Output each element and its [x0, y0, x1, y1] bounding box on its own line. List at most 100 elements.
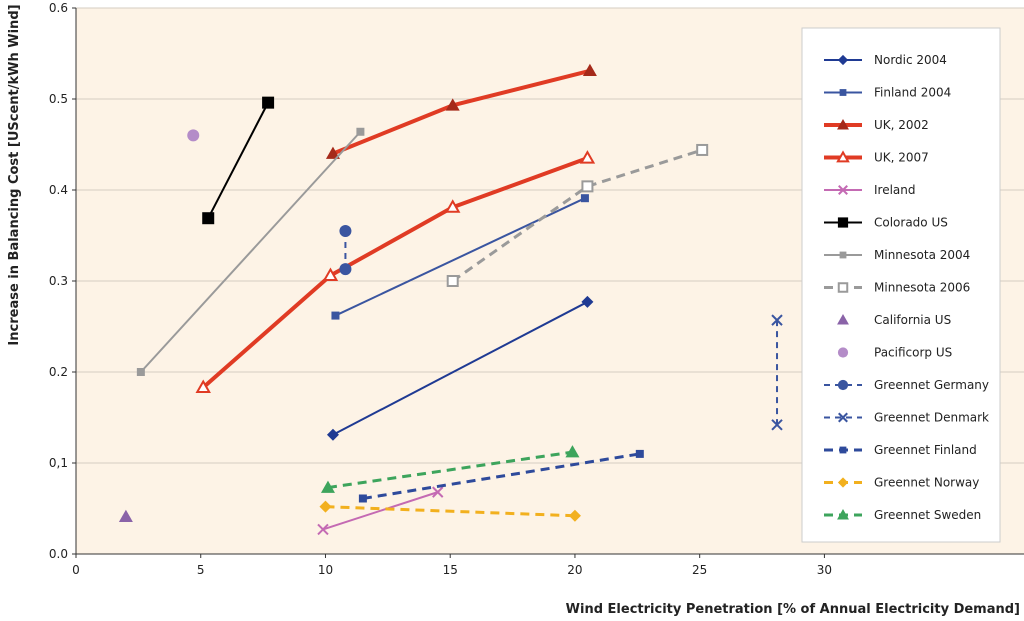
data-point-nordic-2004-1 — [581, 295, 594, 308]
legend-label-colorado-us: Colorado US — [874, 216, 948, 230]
legend-entry-finland-2004: Finland 2004 — [824, 86, 951, 100]
data-point-uk-2007-0 — [195, 379, 211, 393]
data-point-uk-2007-2 — [444, 199, 461, 213]
series-uk-2002 — [325, 63, 597, 159]
legend-marker-greennet-denmark-stroke-b — [838, 412, 848, 423]
series-greennet-sweden — [320, 445, 580, 493]
data-point-minnesota-2006-2 — [696, 143, 709, 156]
x-tick-label-1: 5 — [197, 563, 205, 577]
x-tick-label-5: 25 — [692, 563, 707, 577]
series-colorado-us — [202, 96, 275, 225]
data-point-minnesota-2004-0 — [136, 368, 145, 376]
legend-box — [801, 27, 1001, 543]
data-point-greennet-denmark-0 — [771, 314, 783, 326]
data-point-greennet-finland-1 — [635, 449, 644, 458]
series-line-greennet-norway — [325, 505, 576, 518]
data-point-california-us-0 — [118, 509, 133, 522]
legend-label-greennet-germany: Greennet Germany — [874, 378, 989, 392]
y-tick-label-5: 0.5 — [49, 92, 68, 106]
legend-label-california-us: California US — [874, 313, 951, 327]
data-point-ireland-0-stroke-b — [317, 523, 329, 536]
legend-marker-greennet-norway — [837, 477, 849, 488]
data-point-ireland-1 — [432, 486, 444, 498]
legend-label-finland-2004: Finland 2004 — [874, 86, 951, 100]
legend-entry-greennet-germany: Greennet Germany — [824, 378, 989, 392]
x-tick-label-0: 0 — [72, 563, 80, 577]
series-line-nordic-2004 — [332, 301, 588, 436]
series-ireland — [317, 486, 444, 536]
series-line-minnesota-2006 — [451, 148, 703, 283]
data-point-greennet-germany-0 — [339, 224, 352, 237]
data-point-colorado-us-0 — [202, 212, 215, 225]
data-point-finland-2004-1 — [580, 194, 589, 203]
x-tick-label-3: 15 — [443, 563, 458, 577]
legend-label-uk-2002: UK, 2002 — [874, 118, 929, 132]
legend-label-uk-2007: UK, 2007 — [874, 151, 929, 165]
legend-marker-colorado-us — [837, 217, 849, 228]
legend-entry-greennet-sweden: Greennet Sweden — [824, 508, 981, 522]
legend-entry-uk-2002: UK, 2002 — [824, 118, 929, 132]
y-tick-label-1: 0,1 — [49, 456, 68, 470]
legend-label-greennet-denmark: Greennet Denmark — [874, 411, 989, 425]
y-tick-label-3: 0.3 — [49, 274, 68, 288]
data-point-greennet-sweden-1 — [565, 445, 580, 458]
data-point-greennet-sweden-0 — [320, 480, 335, 493]
data-point-uk-2007-3 — [579, 150, 596, 164]
data-point-uk-2002-2 — [582, 63, 597, 77]
data-point-uk-2002-0 — [325, 146, 340, 159]
legend-entry-ireland: Ireland — [824, 183, 916, 197]
legend-marker-finland-2004 — [839, 89, 847, 96]
grid-lines — [76, 7, 1024, 464]
legend-label-nordic-2004: Nordic 2004 — [874, 53, 947, 67]
legend-marker-ireland-stroke-b — [838, 185, 848, 195]
legend: Nordic 2004 Finland 2004 UK, 2002 UK, 2007 I… — [801, 27, 1001, 543]
legend-marker-uk-2002 — [837, 119, 849, 130]
data-point-minnesota-2004-1 — [356, 127, 365, 136]
legend-marker-california-us — [837, 314, 849, 325]
x-tick-label-6: 30 — [817, 563, 832, 577]
legend-marker-minnesota-2006 — [837, 282, 849, 293]
series-minnesota-2004 — [136, 127, 365, 376]
series-line-colorado-us — [207, 102, 269, 219]
data-point-minnesota-2006-0 — [446, 275, 459, 287]
data-point-ireland-0 — [317, 523, 329, 536]
legend-label-ireland: Ireland — [874, 183, 916, 197]
data-point-pacificorp-us-0 — [187, 129, 200, 142]
data-point-uk-2007-1 — [322, 267, 339, 282]
legend-entry-greennet-norway: Greennet Norway — [824, 476, 979, 490]
series-california-us — [118, 509, 133, 522]
data-point-greennet-norway-0 — [319, 500, 332, 513]
y-axis-title: Increase in Balancing Cost [UScent/kWh W… — [7, 4, 22, 345]
y-tick-label-0: 0.0 — [49, 547, 68, 561]
legend-label-pacificorp-us: Pacificorp US — [874, 346, 952, 360]
legend-marker-greennet-denmark — [838, 412, 848, 423]
legend-marker-uk-2007 — [836, 150, 850, 163]
y-tick-label-6: 0.6 — [49, 1, 68, 15]
legend-label-greennet-norway: Greennet Norway — [874, 476, 979, 490]
legend-entry-greennet-denmark: Greennet Denmark — [824, 411, 989, 425]
data-point-greennet-denmark-1-stroke-b — [771, 419, 783, 431]
data-point-colorado-us-1 — [262, 96, 275, 109]
legend-marker-greennet-germany — [837, 379, 849, 391]
series-line-greennet-finland — [362, 452, 641, 500]
series-greennet-denmark — [771, 314, 783, 431]
series-line-minnesota-2004 — [140, 131, 362, 373]
legend-label-minnesota-2006: Minnesota 2006 — [874, 281, 970, 295]
legend-marker-minnesota-2004 — [839, 251, 847, 259]
legend-label-minnesota-2004: Minnesota 2004 — [874, 248, 970, 262]
data-point-uk-2002-1 — [445, 98, 460, 111]
y-tick-label-4: 0.4 — [49, 183, 68, 197]
series-uk-2007 — [195, 150, 596, 393]
data-point-greennet-denmark-0-stroke-b — [771, 314, 783, 326]
series-greennet-norway — [319, 500, 581, 522]
series-pacificorp-us — [187, 129, 200, 142]
series-greennet-germany — [339, 224, 352, 276]
series-greennet-finland — [358, 449, 644, 503]
data-point-greennet-germany-1 — [339, 263, 352, 276]
legend-marker-greennet-sweden — [837, 509, 849, 520]
legend-entry-greennet-finland: Greennet Finland — [824, 443, 977, 457]
data-point-nordic-2004-0 — [326, 428, 339, 441]
data-point-finland-2004-0 — [331, 311, 340, 320]
legend-label-greennet-sweden: Greennet Sweden — [874, 508, 981, 522]
